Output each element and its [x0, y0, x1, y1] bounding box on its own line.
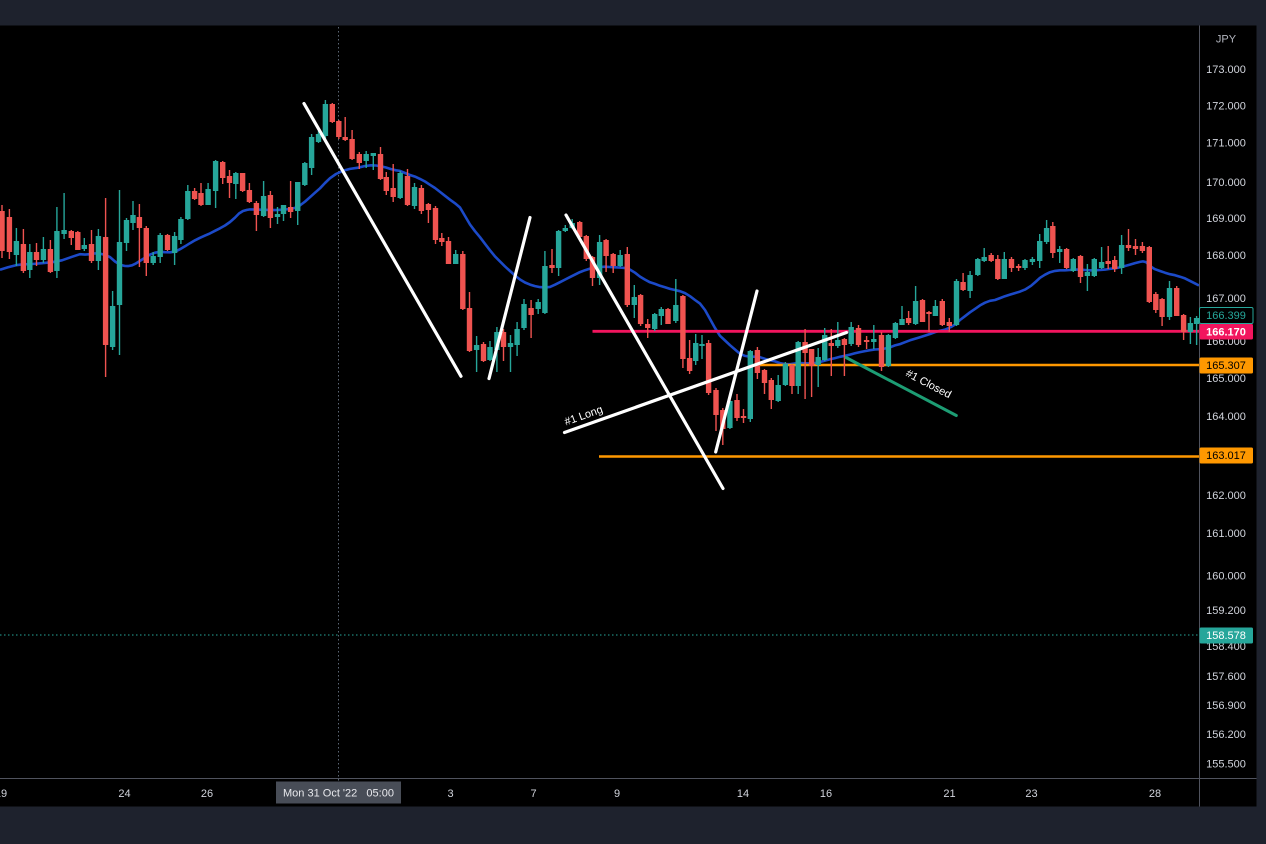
svg-text:19: 19: [0, 788, 7, 800]
svg-text:170.000: 170.000: [1206, 177, 1246, 189]
svg-text:3: 3: [447, 788, 453, 800]
svg-text:9: 9: [614, 788, 620, 800]
svg-text:158.578: 158.578: [1206, 630, 1246, 642]
svg-text:165.307: 165.307: [1206, 360, 1246, 372]
svg-text:21: 21: [943, 788, 955, 800]
svg-text:164.000: 164.000: [1206, 411, 1246, 423]
svg-text:155.500: 155.500: [1206, 758, 1246, 770]
svg-text:171.000: 171.000: [1206, 137, 1246, 149]
svg-text:160.000: 160.000: [1206, 570, 1246, 582]
svg-text:162.000: 162.000: [1206, 490, 1246, 502]
svg-text:168.000: 168.000: [1206, 250, 1246, 262]
svg-text:172.000: 172.000: [1206, 100, 1246, 112]
svg-text:24: 24: [118, 788, 130, 800]
svg-text:156.200: 156.200: [1206, 729, 1246, 741]
svg-text:158.400: 158.400: [1206, 641, 1246, 653]
svg-text:23: 23: [1025, 788, 1037, 800]
svg-text:167.000: 167.000: [1206, 293, 1246, 305]
svg-text:166.170: 166.170: [1206, 326, 1246, 338]
svg-text:Mon 31 Oct '22 05:00: Mon 31 Oct '22 05:00: [283, 788, 394, 800]
svg-text:16: 16: [820, 788, 832, 800]
svg-text:161.000: 161.000: [1206, 528, 1246, 540]
svg-text:156.900: 156.900: [1206, 700, 1246, 712]
svg-text:14: 14: [737, 788, 749, 800]
svg-text:159.200: 159.200: [1206, 605, 1246, 617]
svg-text:157.600: 157.600: [1206, 671, 1246, 683]
svg-text:166.399: 166.399: [1206, 310, 1246, 322]
svg-text:169.000: 169.000: [1206, 213, 1246, 225]
svg-text:7: 7: [530, 788, 536, 800]
svg-text:163.017: 163.017: [1206, 450, 1246, 462]
svg-text:26: 26: [201, 788, 213, 800]
svg-text:28: 28: [1149, 788, 1161, 800]
svg-text:173.000: 173.000: [1206, 64, 1246, 76]
svg-text:165.000: 165.000: [1206, 373, 1246, 385]
svg-text:JPY: JPY: [1216, 33, 1237, 45]
